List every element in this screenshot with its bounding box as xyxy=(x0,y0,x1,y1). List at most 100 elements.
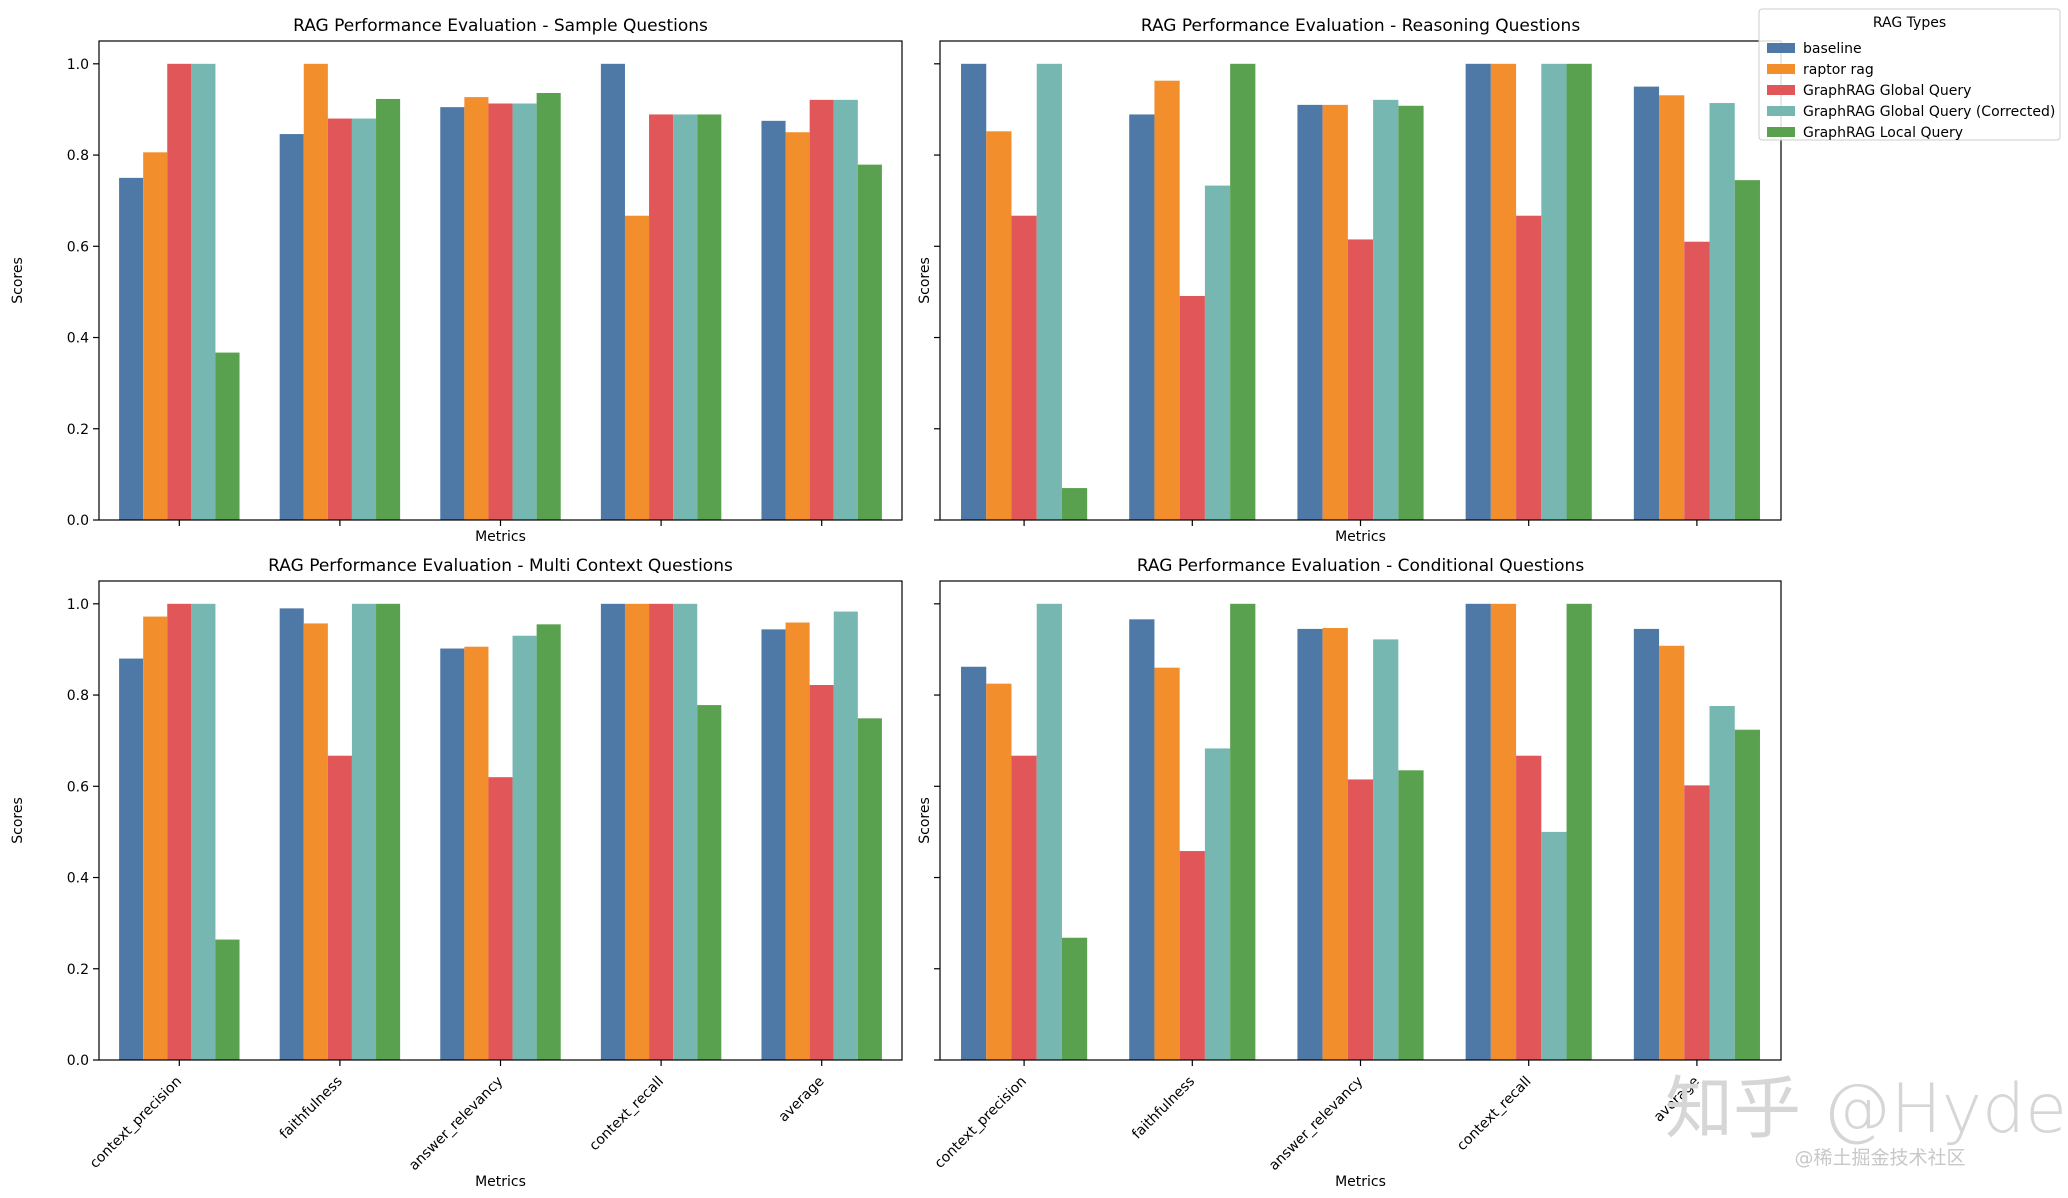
watermark-main: 知乎 @Hyde xyxy=(1665,1070,2067,1149)
bar-graphrag-global-query-average xyxy=(1684,785,1710,1060)
bar-graphrag-global-query-corrected--faithfulness xyxy=(351,603,377,1060)
bar-raptor-rag-answer_relevancy xyxy=(464,646,489,1060)
bar-graphrag-global-query-corrected--context_recall xyxy=(673,114,698,520)
bar-graphrag-global-query-faithfulness xyxy=(1179,851,1205,1060)
bar-baseline-context_precision xyxy=(119,177,144,521)
legend-entry: GraphRAG Global Query xyxy=(1803,83,1971,99)
y-tick-label: 0.8 xyxy=(67,148,89,164)
bar-graphrag-local-query-answer_relevancy xyxy=(1398,770,1424,1060)
bar-graphrag-local-query-faithfulness xyxy=(376,98,401,520)
y-tick-label: 1.0 xyxy=(67,597,89,613)
bar-raptor-rag-faithfulness xyxy=(1154,80,1180,520)
bar-graphrag-global-query-context_precision xyxy=(1011,755,1037,1060)
legend-entry: GraphRAG Global Query (Corrected) xyxy=(1803,104,2055,120)
x-tick-label: faithfulness xyxy=(277,1074,346,1143)
bar-raptor-rag-average xyxy=(1659,95,1685,520)
bar-graphrag-global-query-context_precision xyxy=(1011,215,1037,520)
bar-graphrag-local-query-average xyxy=(857,164,882,520)
bar-graphrag-global-query-corrected--context_precision xyxy=(191,63,216,521)
bar-baseline-answer_relevancy xyxy=(1297,628,1323,1060)
bar-baseline-context_precision xyxy=(961,666,987,1060)
legend-entry: baseline xyxy=(1803,41,1862,57)
bar-raptor-rag-context_recall xyxy=(624,603,650,1060)
bar-raptor-rag-answer_relevancy xyxy=(1322,104,1348,521)
bar-raptor-rag-context_recall xyxy=(1490,63,1517,521)
bar-graphrag-global-query-answer_relevancy xyxy=(1347,239,1374,520)
bar-graphrag-local-query-answer_relevancy xyxy=(1398,105,1424,520)
bar-graphrag-global-query-corrected--average xyxy=(833,611,858,1060)
y-tick-label: 0.4 xyxy=(67,871,89,887)
legend-swatch xyxy=(1767,127,1795,137)
bar-graphrag-global-query-corrected--average xyxy=(833,99,858,520)
bar-baseline-context_recall xyxy=(600,63,625,521)
bar-graphrag-global-query-average xyxy=(1684,241,1710,520)
bar-baseline-faithfulness xyxy=(279,134,304,520)
y-axis-label: Scores xyxy=(10,257,26,304)
x-tick-label: context_precision xyxy=(932,1074,1030,1172)
y-axis-label: Scores xyxy=(10,797,26,844)
bar-graphrag-local-query-context_precision xyxy=(1061,488,1088,520)
subplot-1: 0.0 0.2 0.4 0.6 0.8 1.0 RAG Performance Evalua… xyxy=(10,16,903,545)
bar-graphrag-local-query-answer_relevancy xyxy=(536,93,561,520)
bar-baseline-context_recall xyxy=(1465,603,1491,1060)
bar-graphrag-global-query-corrected--context_recall xyxy=(673,603,698,1060)
bar-graphrag-global-query-corrected--answer_relevancy xyxy=(1373,639,1399,1060)
subplot-title: RAG Performance Evaluation - Conditional… xyxy=(1137,556,1585,576)
bar-graphrag-global-query-corrected--faithfulness xyxy=(1204,748,1231,1060)
legend-title: RAG Types xyxy=(1873,15,1946,31)
x-tick-label: context_recall xyxy=(586,1074,667,1155)
bar-graphrag-global-query-context_precision xyxy=(167,603,192,1060)
bar-graphrag-global-query-corrected--answer_relevancy xyxy=(1373,99,1399,520)
bar-graphrag-global-query-context_precision xyxy=(167,63,192,521)
bar-graphrag-global-query-context_recall xyxy=(649,114,674,520)
bar-graphrag-local-query-faithfulness xyxy=(1230,603,1256,1060)
bar-baseline-faithfulness xyxy=(279,608,304,1060)
legend-entry: GraphRAG Local Query xyxy=(1803,125,1963,141)
x-tick-label: answer_relevancy xyxy=(406,1074,506,1174)
subplot-title: RAG Performance Evaluation - Multi Conte… xyxy=(268,556,733,576)
bar-graphrag-local-query-context_recall xyxy=(697,114,722,520)
bar-raptor-rag-context_recall xyxy=(1490,603,1517,1060)
bar-graphrag-local-query-context_precision xyxy=(215,352,240,520)
y-tick-label: 1.0 xyxy=(67,57,89,73)
bar-graphrag-global-query-corrected--faithfulness xyxy=(351,118,377,521)
bar-raptor-rag-context_recall xyxy=(624,215,650,520)
bar-raptor-rag-average xyxy=(785,132,810,521)
bar-graphrag-global-query-answer_relevancy xyxy=(488,103,513,520)
bar-graphrag-local-query-answer_relevancy xyxy=(536,624,561,1060)
y-tick-label: 0.2 xyxy=(67,962,89,978)
legend-swatch xyxy=(1767,64,1795,74)
bar-graphrag-global-query-context_recall xyxy=(1516,755,1542,1060)
bar-graphrag-local-query-average xyxy=(857,718,882,1060)
subplot-2: RAG Performance Evaluation - Reasoning Q… xyxy=(917,16,1782,545)
bar-graphrag-global-query-average xyxy=(809,685,834,1060)
bar-baseline-average xyxy=(761,629,786,1060)
bar-raptor-rag-context_precision xyxy=(986,131,1012,520)
bar-raptor-rag-context_precision xyxy=(143,152,168,520)
x-tick-label: context_recall xyxy=(1454,1074,1535,1155)
bar-baseline-context_precision xyxy=(961,63,987,521)
legend: RAG Types baseline raptor rag GraphRAG Glob… xyxy=(1758,8,2061,141)
bar-baseline-answer_relevancy xyxy=(1297,104,1323,521)
y-axis-label: Scores xyxy=(917,797,933,844)
bar-graphrag-local-query-faithfulness xyxy=(376,603,401,1060)
bar-baseline-faithfulness xyxy=(1129,114,1155,520)
bar-raptor-rag-context_precision xyxy=(986,683,1012,1060)
legend-box xyxy=(1758,8,2061,141)
bar-baseline-average xyxy=(1633,86,1660,521)
y-axis-label: Scores xyxy=(917,257,933,304)
y-tick-label: 0.8 xyxy=(67,688,89,704)
subplot-3: 0.0 0.2 0.4 0.6 0.8 1.0 context_precision faith… xyxy=(10,556,903,1190)
y-tick-label: 0.0 xyxy=(67,513,89,529)
bar-graphrag-global-query-corrected--answer_relevancy xyxy=(512,635,537,1060)
bar-baseline-context_recall xyxy=(600,603,625,1060)
bar-baseline-context_recall xyxy=(1465,63,1491,521)
bar-baseline-average xyxy=(761,120,786,520)
bar-baseline-average xyxy=(1633,628,1660,1060)
bar-raptor-rag-faithfulness xyxy=(1154,667,1180,1060)
bar-raptor-rag-average xyxy=(785,622,810,1060)
bar-graphrag-global-query-faithfulness xyxy=(327,755,352,1060)
bar-graphrag-global-query-corrected--context_precision xyxy=(191,603,216,1060)
bar-graphrag-global-query-corrected--average xyxy=(1709,706,1735,1060)
